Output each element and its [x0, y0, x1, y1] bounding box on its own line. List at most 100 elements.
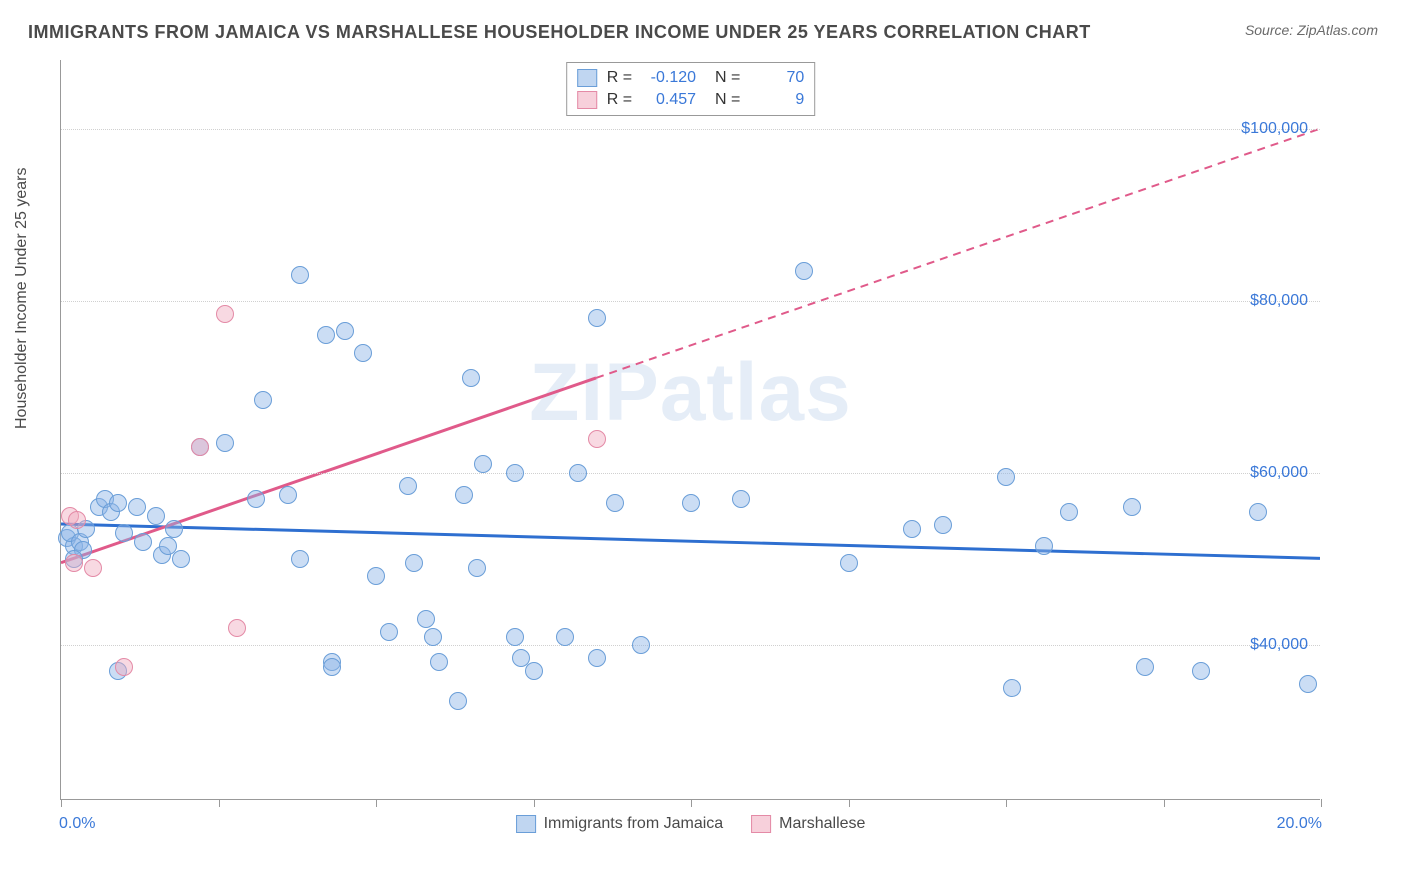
scatter-point	[84, 559, 102, 577]
scatter-point	[354, 344, 372, 362]
scatter-point	[1249, 503, 1267, 521]
scatter-point	[134, 533, 152, 551]
scatter-point	[682, 494, 700, 512]
scatter-point	[254, 391, 272, 409]
legend-item-jamaica: Immigrants from Jamaica	[516, 815, 724, 833]
scatter-point	[588, 649, 606, 667]
gridline	[61, 301, 1320, 302]
scatter-chart: ZIPatlas R = -0.120 N = 70 R = 0.457 N =…	[60, 60, 1320, 800]
stat-r-value-marshallese: 0.457	[642, 91, 696, 109]
scatter-point	[380, 623, 398, 641]
scatter-point	[291, 550, 309, 568]
scatter-point	[165, 520, 183, 538]
stat-r-label: R =	[607, 69, 632, 87]
x-tick	[849, 799, 850, 807]
gridline	[61, 473, 1320, 474]
scatter-point	[556, 628, 574, 646]
scatter-point	[336, 322, 354, 340]
x-tick	[691, 799, 692, 807]
y-axis-label: Householder Income Under 25 years	[13, 168, 31, 429]
scatter-point	[68, 511, 86, 529]
scatter-point	[632, 636, 650, 654]
legend-swatch-marshallese	[751, 815, 771, 833]
scatter-point	[424, 628, 442, 646]
scatter-point	[795, 262, 813, 280]
scatter-point	[1192, 662, 1210, 680]
scatter-point	[128, 498, 146, 516]
scatter-point	[903, 520, 921, 538]
scatter-point	[449, 692, 467, 710]
scatter-point	[1123, 498, 1141, 516]
x-tick	[1164, 799, 1165, 807]
scatter-point	[191, 438, 209, 456]
scatter-point	[216, 434, 234, 452]
x-tick	[376, 799, 377, 807]
y-tick-label: $100,000	[1241, 120, 1308, 138]
chart-title: IMMIGRANTS FROM JAMAICA VS MARSHALLESE H…	[28, 22, 1091, 43]
scatter-point	[115, 658, 133, 676]
trend-lines	[61, 60, 1320, 799]
legend-swatch-jamaica	[516, 815, 536, 833]
stat-n-label: N =	[706, 69, 740, 87]
x-tick	[61, 799, 62, 807]
scatter-point	[323, 658, 341, 676]
legend-item-marshallese: Marshallese	[751, 815, 865, 833]
stats-row-jamaica: R = -0.120 N = 70	[577, 67, 805, 89]
x-tick	[1321, 799, 1322, 807]
x-tick	[534, 799, 535, 807]
scatter-point	[997, 468, 1015, 486]
x-axis-max-label: 20.0%	[1277, 815, 1322, 833]
scatter-point	[216, 305, 234, 323]
stat-r-value-jamaica: -0.120	[642, 69, 696, 87]
x-tick	[219, 799, 220, 807]
scatter-point	[588, 309, 606, 327]
scatter-point	[732, 490, 750, 508]
stat-r-label: R =	[607, 91, 632, 109]
y-tick-label: $60,000	[1250, 464, 1308, 482]
scatter-point	[367, 567, 385, 585]
scatter-point	[430, 653, 448, 671]
scatter-point	[588, 430, 606, 448]
stat-n-value-marshallese: 9	[750, 91, 804, 109]
scatter-point	[1060, 503, 1078, 521]
correlation-stats-box: R = -0.120 N = 70 R = 0.457 N = 9	[566, 62, 816, 116]
scatter-point	[417, 610, 435, 628]
legend-label-marshallese: Marshallese	[779, 815, 865, 833]
scatter-point	[317, 326, 335, 344]
stat-n-value-jamaica: 70	[750, 69, 804, 87]
scatter-point	[228, 619, 246, 637]
scatter-point	[840, 554, 858, 572]
scatter-point	[606, 494, 624, 512]
scatter-point	[1035, 537, 1053, 555]
y-tick-label: $80,000	[1250, 292, 1308, 310]
scatter-point	[291, 266, 309, 284]
gridline	[61, 645, 1320, 646]
swatch-jamaica	[577, 69, 597, 87]
source-attribution: Source: ZipAtlas.com	[1245, 22, 1378, 38]
legend-label-jamaica: Immigrants from Jamaica	[544, 815, 724, 833]
stat-n-label: N =	[706, 91, 740, 109]
scatter-point	[474, 455, 492, 473]
stats-row-marshallese: R = 0.457 N = 9	[577, 89, 805, 111]
scatter-point	[468, 559, 486, 577]
bottom-legend: Immigrants from Jamaica Marshallese	[516, 815, 866, 833]
scatter-point	[934, 516, 952, 534]
scatter-point	[279, 486, 297, 504]
gridline	[61, 129, 1320, 130]
scatter-point	[65, 554, 83, 572]
scatter-point	[569, 464, 587, 482]
scatter-point	[462, 369, 480, 387]
scatter-point	[115, 524, 133, 542]
x-axis-min-label: 0.0%	[59, 815, 95, 833]
scatter-point	[109, 494, 127, 512]
scatter-point	[525, 662, 543, 680]
scatter-point	[172, 550, 190, 568]
x-tick	[1006, 799, 1007, 807]
scatter-point	[247, 490, 265, 508]
scatter-point	[455, 486, 473, 504]
scatter-point	[405, 554, 423, 572]
scatter-point	[1299, 675, 1317, 693]
scatter-point	[399, 477, 417, 495]
scatter-point	[147, 507, 165, 525]
y-tick-label: $40,000	[1250, 636, 1308, 654]
